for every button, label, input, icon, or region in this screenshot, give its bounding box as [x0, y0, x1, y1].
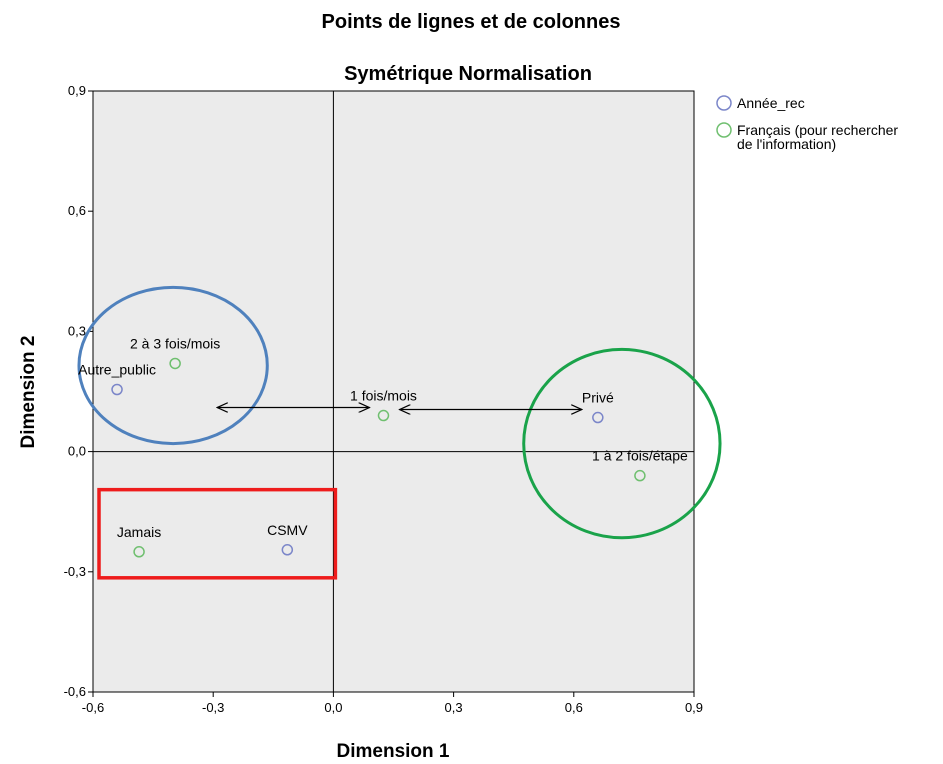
- x-tick-label: 0,6: [565, 700, 583, 715]
- data-points: Autre_public CSMV Privé 2 à 3 fois/mois 1 fo…: [78, 335, 688, 558]
- annotations: [77, 285, 722, 580]
- x-tick-label: -0,6: [82, 700, 104, 715]
- legend-label: Français (pour rechercher de l'informatio…: [737, 122, 898, 152]
- y-tick-label: -0,6: [64, 684, 86, 699]
- chart-title: Points de lignes et de colonnes: [322, 11, 621, 33]
- x-tick-label: 0,9: [685, 700, 703, 715]
- y-tick-label: -0,3: [64, 564, 86, 579]
- legend: Année_rec Français (pour rechercher de l'i…: [716, 95, 898, 152]
- axis-ticks: -0,6 -0,3 0,0 0,3 0,6 0,9 -0,6 -0,3 0,0 0,3 0,6 0,9: [64, 83, 703, 715]
- legend-label: Année_rec: [737, 95, 805, 111]
- data-point-label: Autre_public: [78, 361, 156, 377]
- data-point: [592, 411, 604, 424]
- data-point: [111, 383, 123, 396]
- y-tick-label: 0,9: [68, 83, 86, 98]
- data-point: [634, 469, 646, 482]
- highlight-ellipse: [522, 347, 722, 540]
- data-point-label: CSMV: [267, 522, 308, 538]
- data-point: [281, 544, 294, 556]
- highlight-rectangle: [97, 487, 338, 580]
- data-point-label: 2 à 3 fois/mois: [130, 335, 220, 351]
- data-point-label: 1 à 2 fois/étape: [592, 448, 688, 464]
- x-tick-label: -0,3: [202, 700, 224, 715]
- highlight-ellipse: [77, 285, 269, 446]
- chart-subtitle: Symétrique Normalisation: [344, 63, 592, 85]
- y-tick-label: 0,0: [68, 444, 86, 459]
- y-tick-label: 0,3: [68, 323, 86, 338]
- data-point-label: 1 fois/mois: [350, 388, 417, 404]
- data-point-label: Privé: [582, 390, 614, 406]
- data-point-label: Jamais: [117, 524, 161, 540]
- y-axis-title: Dimension 2: [18, 336, 39, 449]
- x-axis-title: Dimension 1: [337, 741, 450, 762]
- y-tick-label: 0,6: [68, 203, 86, 218]
- x-tick-label: 0,3: [445, 700, 463, 715]
- legend-marker: [716, 95, 732, 111]
- data-point: [133, 546, 145, 558]
- legend-marker: [716, 122, 732, 138]
- data-point: [169, 357, 181, 370]
- x-tick-label: 0,0: [324, 700, 342, 715]
- data-point: [377, 409, 390, 422]
- plot-area: [92, 90, 695, 693]
